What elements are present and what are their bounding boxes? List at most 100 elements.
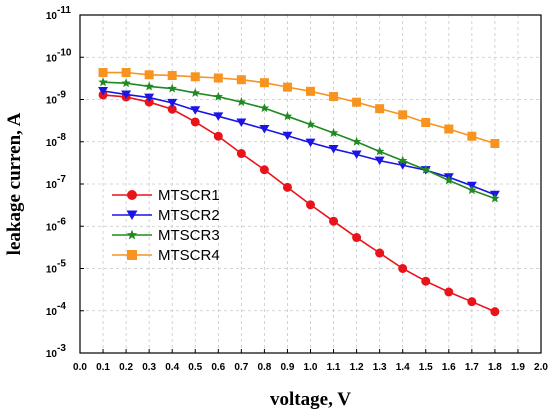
- data-point: [490, 193, 500, 203]
- y-tick-label: 10: [46, 138, 58, 149]
- y-tick-exponent: -8: [57, 132, 66, 143]
- x-tick-label: 0.2: [119, 362, 133, 373]
- data-point: [126, 210, 138, 220]
- data-point: [121, 68, 131, 78]
- data-point: [374, 156, 385, 166]
- data-point: [490, 307, 500, 317]
- data-point: [305, 138, 316, 148]
- y-tick-exponent: -11: [57, 5, 71, 16]
- data-point: [213, 112, 224, 121]
- y-tick-label: 10: [46, 53, 58, 64]
- x-tick-label: 1.7: [465, 362, 479, 373]
- data-point: [351, 150, 362, 159]
- data-point: [467, 131, 477, 141]
- x-tick-label: 1.8: [488, 362, 502, 373]
- data-point: [236, 75, 246, 85]
- data-point: [490, 138, 500, 148]
- legend-item: MTSCR4: [112, 247, 220, 264]
- data-point: [236, 97, 247, 107]
- legend-item: MTSCR1: [112, 187, 220, 204]
- y-tick-label: 10: [46, 11, 58, 22]
- legend-label: MTSCR1: [158, 187, 220, 204]
- x-tick-label: 1.4: [396, 362, 410, 373]
- y-tick-label: 10: [46, 222, 58, 233]
- x-tick-label: 0.7: [234, 362, 248, 373]
- data-point: [213, 91, 224, 101]
- y-tick-exponent: -5: [57, 259, 66, 270]
- series-mtscr3: [98, 77, 500, 203]
- data-point: [328, 127, 339, 138]
- data-point: [259, 165, 269, 175]
- legend-item: MTSCR2: [112, 207, 220, 224]
- series-mtscr1: [98, 90, 500, 317]
- data-point: [98, 77, 108, 87]
- data-point: [127, 250, 137, 260]
- y-tick-exponent: -7: [57, 174, 66, 185]
- y-tick-exponent: -6: [57, 216, 66, 227]
- y-tick-label: 10: [46, 307, 58, 318]
- x-tick-label: 0.1: [96, 362, 110, 373]
- x-tick-label: 2.0: [534, 362, 548, 373]
- data-point: [282, 182, 292, 192]
- x-tick-label: 1.2: [350, 362, 364, 373]
- data-point: [190, 106, 201, 115]
- data-point: [398, 264, 408, 273]
- data-point: [306, 200, 315, 210]
- series-line: [103, 71, 496, 145]
- data-point: [351, 136, 362, 146]
- data-point: [144, 81, 154, 91]
- data-point: [352, 97, 362, 107]
- x-tick-label: 1.3: [373, 362, 387, 373]
- data-point: [374, 146, 385, 156]
- x-axis-label: voltage, V: [270, 389, 351, 410]
- data-point: [167, 70, 177, 80]
- data-point: [397, 155, 408, 165]
- data-point: [282, 82, 292, 92]
- data-point: [213, 131, 223, 141]
- data-point: [126, 229, 138, 240]
- data-point: [167, 104, 177, 114]
- x-tick-label: 0.9: [280, 362, 294, 373]
- x-tick-label: 0.5: [188, 362, 202, 373]
- series-mtscr2: [98, 87, 500, 200]
- y-tick-label: 10: [46, 265, 58, 276]
- data-point: [467, 297, 477, 307]
- data-point: [421, 117, 431, 127]
- data-point: [329, 92, 339, 102]
- data-point: [98, 68, 108, 78]
- data-point: [127, 190, 137, 200]
- series-mtscr4: [98, 68, 500, 148]
- data-point: [420, 164, 431, 174]
- y-axis-label: leakage curren, A: [4, 112, 25, 255]
- data-point: [467, 185, 477, 195]
- x-tick-label: 0.0: [73, 362, 87, 373]
- data-point: [444, 124, 454, 134]
- data-point: [259, 78, 269, 88]
- data-point: [352, 233, 362, 243]
- y-tick-label: 10: [46, 96, 58, 107]
- series-layer: [98, 68, 500, 317]
- series-line: [103, 81, 496, 200]
- data-point: [444, 287, 454, 297]
- data-point: [236, 149, 246, 159]
- data-point: [421, 276, 431, 286]
- data-point: [398, 110, 408, 120]
- y-tick-exponent: -4: [57, 301, 66, 312]
- x-tick-label: 1.0: [304, 362, 318, 373]
- data-point: [190, 72, 200, 82]
- legend-label: MTSCR2: [158, 207, 220, 224]
- data-point: [329, 216, 339, 226]
- y-tick-exponent: -10: [57, 47, 72, 58]
- x-tick-label: 1.1: [327, 362, 341, 373]
- data-point: [306, 86, 315, 96]
- data-point: [328, 144, 339, 154]
- data-point: [190, 117, 200, 127]
- x-tick-label: 0.6: [211, 362, 225, 373]
- x-tick-label: 1.9: [511, 362, 525, 373]
- data-point: [282, 131, 293, 141]
- data-point: [444, 175, 454, 185]
- data-point: [236, 118, 247, 127]
- data-point: [144, 70, 154, 80]
- x-tick-label: 0.4: [165, 362, 179, 373]
- data-point: [259, 125, 270, 134]
